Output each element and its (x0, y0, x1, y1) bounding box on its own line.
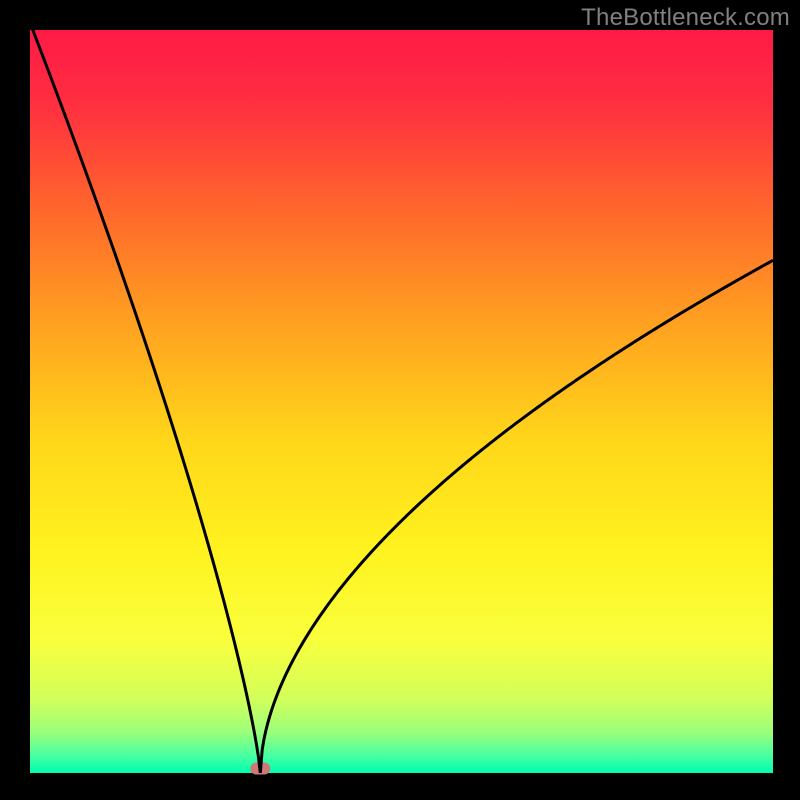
plot-gradient (30, 30, 773, 773)
watermark-text: TheBottleneck.com (581, 4, 790, 32)
bottleneck-chart: TheBottleneck.com (0, 0, 800, 800)
chart-svg (0, 0, 800, 800)
